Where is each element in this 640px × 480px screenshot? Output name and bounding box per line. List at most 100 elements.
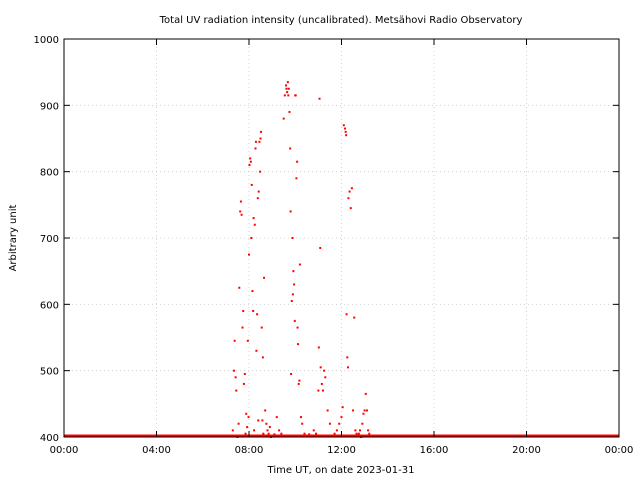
data-point — [319, 246, 322, 249]
data-point — [326, 409, 329, 412]
data-point — [298, 379, 301, 382]
data-point — [251, 290, 254, 293]
data-point — [256, 197, 259, 200]
data-point — [242, 309, 245, 312]
data-point — [291, 293, 294, 296]
x-tick-label: 00:00 — [50, 445, 79, 456]
chart-title: Total UV radiation intensity (uncalibrat… — [159, 15, 523, 26]
x-tick-label: 12:00 — [327, 445, 356, 456]
data-point — [283, 94, 286, 97]
data-point — [346, 356, 349, 359]
data-point — [290, 372, 293, 375]
data-point — [286, 81, 289, 84]
data-point — [256, 313, 259, 316]
data-point — [248, 164, 251, 167]
data-point — [257, 190, 260, 193]
data-point — [322, 389, 324, 392]
data-point — [286, 91, 289, 94]
y-tick-label: 800 — [40, 168, 59, 179]
data-point — [315, 432, 318, 435]
data-point — [238, 286, 241, 289]
data-point — [361, 422, 364, 425]
data-point — [253, 223, 256, 226]
y-tick-label: 700 — [40, 234, 59, 245]
data-point — [295, 177, 298, 180]
data-point — [319, 366, 322, 369]
data-point — [260, 130, 263, 133]
data-point — [267, 432, 270, 435]
data-point — [287, 87, 290, 90]
data-point — [253, 429, 256, 432]
data-point — [248, 253, 250, 256]
data-point — [333, 432, 336, 435]
data-point — [368, 432, 371, 435]
data-point — [355, 432, 358, 435]
data-point — [285, 87, 288, 90]
data-point — [289, 210, 292, 213]
data-point — [234, 376, 237, 379]
data-point — [282, 117, 285, 120]
y-tick-label: 600 — [40, 300, 59, 311]
data-point — [300, 416, 303, 419]
data-point — [348, 190, 351, 193]
data-point — [247, 416, 250, 419]
data-point — [356, 434, 359, 437]
data-point — [242, 382, 245, 385]
data-point — [252, 217, 255, 220]
data-point — [261, 419, 264, 422]
data-point — [293, 319, 296, 322]
data-point — [252, 309, 255, 312]
data-point — [338, 422, 341, 425]
data-point — [312, 429, 315, 432]
data-point — [301, 422, 304, 425]
data-point — [291, 237, 294, 239]
data-point — [249, 160, 252, 163]
data-point — [342, 124, 345, 127]
data-point — [231, 429, 234, 432]
data-point — [320, 382, 323, 385]
data-point — [255, 349, 258, 352]
data-point — [345, 134, 348, 137]
data-point — [296, 326, 299, 329]
data-point — [250, 237, 253, 239]
data-point — [241, 326, 244, 329]
data-point — [264, 409, 267, 412]
x-tick-label: 00:00 — [605, 445, 634, 456]
data-point — [317, 346, 320, 349]
data-point — [354, 429, 357, 432]
data-point — [362, 412, 365, 415]
data-point — [294, 94, 297, 97]
data-point — [287, 94, 290, 97]
data-point — [258, 140, 261, 143]
data-point — [297, 382, 300, 385]
data-point — [335, 429, 338, 432]
data-point — [245, 412, 248, 415]
y-tick-label: 400 — [40, 433, 59, 444]
data-point — [344, 130, 347, 133]
data-point — [250, 183, 253, 186]
data-point — [239, 200, 242, 203]
data-point — [318, 97, 321, 100]
data-point — [293, 283, 296, 286]
data-point — [232, 369, 235, 372]
data-point — [239, 210, 242, 213]
x-tick-label: 08:00 — [235, 445, 264, 456]
data-point — [357, 432, 360, 435]
data-point — [246, 426, 249, 429]
data-point — [317, 389, 320, 392]
data-point — [263, 276, 266, 279]
data-point — [328, 422, 331, 425]
data-point — [233, 339, 236, 342]
data-point — [331, 434, 334, 437]
data-point — [249, 157, 252, 160]
data-point — [266, 429, 269, 432]
data-point — [363, 409, 366, 412]
data-point — [246, 339, 249, 342]
data-point — [305, 434, 308, 437]
data-point — [297, 343, 300, 346]
data-point — [254, 147, 257, 150]
data-point — [257, 419, 260, 422]
data-point — [278, 429, 281, 432]
